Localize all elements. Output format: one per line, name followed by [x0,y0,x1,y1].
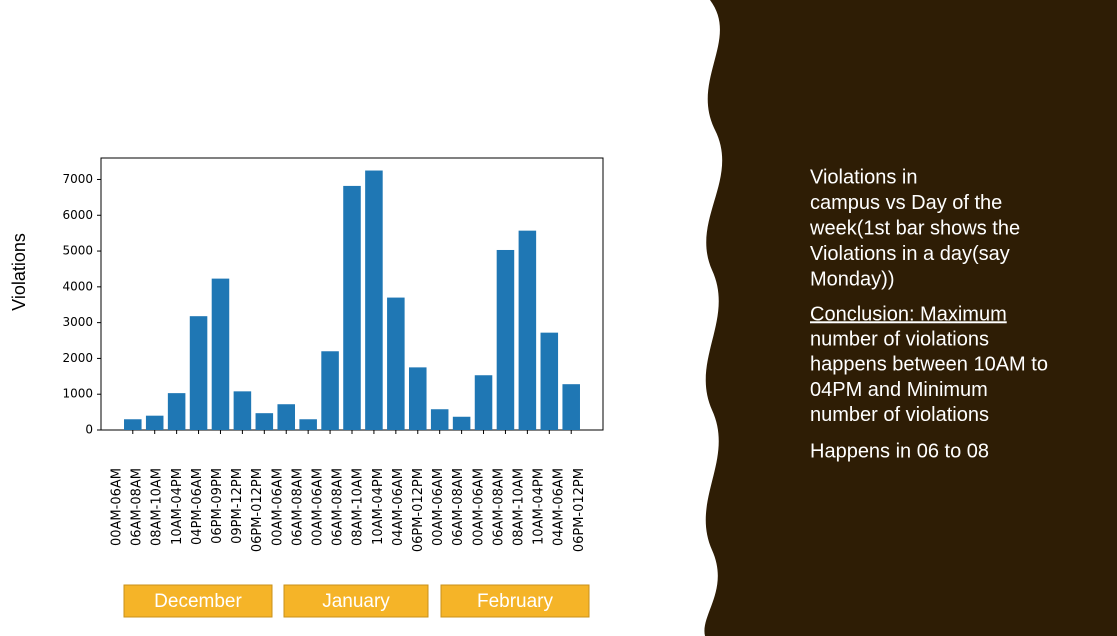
bar [408,367,427,430]
side-heading: Conclusion: Maximum [810,303,1007,325]
group-box [123,584,273,618]
x-tick-label: 06AM-08AM [451,468,466,546]
y-tick-label: 1000 [62,387,93,401]
bar [540,332,559,430]
side-text: Monday)) [810,268,894,290]
y-tick-label: 3000 [62,315,93,329]
side-panel [704,0,1117,636]
bar [255,413,274,430]
side-text: week(1st bar shows the [809,217,1020,239]
side-text: number of violations [810,404,989,426]
side-text: Happens in 06 to 08 [810,440,989,462]
x-tick-label: 00AM-06AM [311,468,326,546]
side-text: number of violations [810,328,989,350]
bar [430,409,449,430]
bar [299,419,317,430]
side-text: Violations in a day(say [810,243,1010,265]
x-tick-label: 04PM-06AM [190,468,205,545]
side-text: campus vs Day of the [810,192,1002,214]
y-tick-label: 0 [85,423,93,437]
x-tick-label: 06PM-09PM [210,468,225,544]
x-tick-label: 06AM-08AM [491,468,506,546]
side-text: 04PM and Minimum [810,379,988,401]
y-axis-label: Violations [9,233,29,311]
y-tick-label: 5000 [62,244,93,258]
y-tick-label: 2000 [62,351,93,365]
x-tick-label: 09PM-12PM [230,468,245,544]
bar [233,391,252,430]
group-label: December [154,591,242,612]
x-tick-label: 08AM-10AM [150,468,165,546]
y-tick-label: 6000 [62,208,93,222]
x-tick-label: 10AM-04PM [170,468,185,545]
side-text: Violations in [810,166,917,188]
x-tick-label: 00AM-06AM [431,468,446,546]
x-tick-label: 06AM-08AM [290,468,305,546]
bar [562,384,580,430]
x-tick-label: 10AM-04PM [532,468,547,545]
x-tick-label: 06AM-08AM [331,468,346,546]
x-tick-label: 08AM-10AM [351,468,366,546]
x-tick-label: 08AM-10AM [512,468,527,546]
bar [452,416,471,430]
x-tick-label: 00AM-06AM [270,468,285,546]
bar [321,351,339,430]
bar [387,297,405,430]
group-label: February [477,591,554,612]
side-text: happens between 10AM to [810,354,1048,376]
x-tick-label: 00AM-06AM [471,468,486,546]
x-tick-label: 04AM-06AM [552,468,567,546]
bar [277,404,296,430]
bar [211,278,230,430]
bar [343,185,361,430]
bar [189,316,208,430]
x-tick-label: 06AM-08AM [130,468,145,546]
y-tick-label: 7000 [62,172,93,186]
bar [518,230,537,430]
x-tick-label: 10AM-04PM [371,468,386,545]
x-tick-label: 06PM-012PM [411,468,426,552]
x-tick-label: 06PM-012PM [250,468,265,552]
y-tick-label: 4000 [62,279,93,293]
bar [167,393,186,430]
group-box [283,584,429,618]
bar [496,249,515,430]
group-box [440,584,590,618]
bar [365,170,383,431]
bar [124,419,142,430]
x-tick-label: 06PM-012PM [572,468,587,552]
group-label: January [322,591,390,612]
bar [474,375,493,430]
x-tick-label: 04AM-06AM [391,468,406,546]
x-tick-label: 00AM-06AM [110,468,125,546]
bar [145,415,164,430]
